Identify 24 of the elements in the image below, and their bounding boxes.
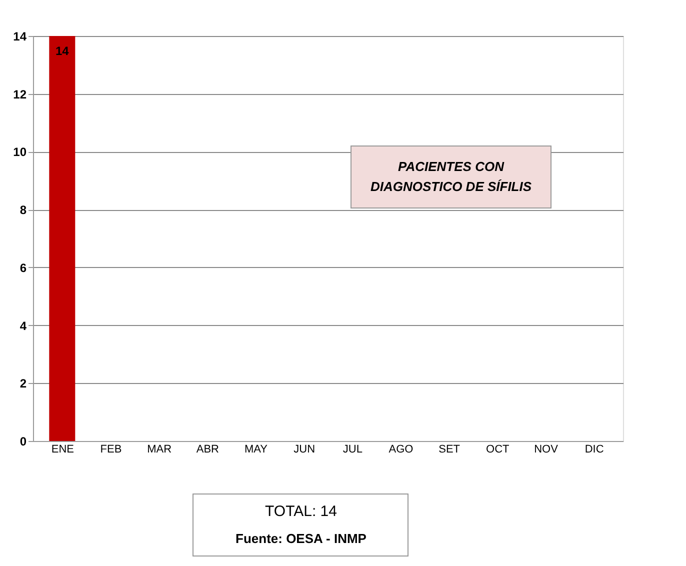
y-tick-label: 8 (20, 203, 27, 218)
x-tick-label: JUL (342, 444, 362, 456)
x-tick-label: MAY (244, 444, 268, 456)
y-tick-label: 10 (13, 145, 27, 160)
x-tick-label: SET (438, 444, 460, 456)
x-tick-label: AGO (388, 444, 414, 456)
x-tick-label: NOV (534, 444, 559, 456)
x-tick-label: DIC (584, 444, 604, 456)
text: TOTAL: 14 (265, 503, 337, 520)
data-label: 14 (55, 44, 70, 58)
x-tick-label: FEB (100, 444, 122, 456)
y-tick-label: 2 (20, 376, 27, 391)
x-tick-label: ABR (196, 444, 220, 456)
text: PACIENTES CON DIAGNOSTICO DE SÍFILIS (370, 159, 532, 194)
y-tick-label: 6 (20, 260, 27, 275)
y-tick-label: 0 (20, 434, 27, 448)
x-tick-label: MAR (147, 444, 172, 456)
x-tick-label: JUN (294, 444, 316, 456)
source-note: Fuente: OESA - INMP (236, 531, 367, 546)
x-tick-label: ENE (51, 444, 74, 456)
y-tick-label: 14 (13, 30, 27, 44)
x-tick-label: OCT (486, 444, 510, 456)
y-tick-label: 12 (13, 87, 27, 102)
y-tick-label: 4 (20, 318, 27, 333)
